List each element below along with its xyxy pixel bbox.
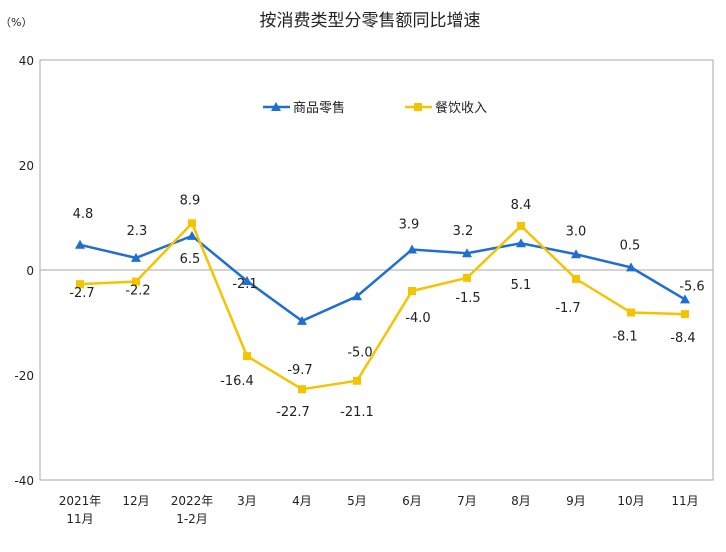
- data-point: [408, 287, 416, 295]
- legend-label: 餐饮收入: [435, 100, 487, 116]
- data-point: [680, 294, 690, 304]
- data-point: [297, 315, 307, 325]
- data-label: 5.1: [511, 278, 532, 293]
- chart-title: 按消费类型分零售额同比增速: [260, 11, 481, 31]
- x-tick-label: 8月: [511, 494, 531, 508]
- data-label: -9.7: [287, 363, 312, 378]
- data-point: [188, 219, 196, 228]
- x-tick-label: 9月: [566, 494, 586, 508]
- y-tick-label: 0: [26, 264, 34, 278]
- data-label: 3.2: [453, 224, 474, 239]
- series-line-0: [79, 234, 686, 323]
- x-tick-label: 10月: [617, 494, 644, 508]
- legend: 商品零售 餐饮收入: [263, 100, 487, 116]
- data-point: [75, 239, 85, 249]
- data-label: 6.5: [180, 252, 201, 267]
- data-point: [681, 310, 689, 319]
- data-point: [517, 221, 525, 230]
- data-point: [407, 244, 417, 254]
- data-label: -5.6: [679, 279, 704, 294]
- data-point: [242, 276, 252, 286]
- data-label: -2.2: [125, 284, 150, 299]
- data-label: -1.5: [455, 291, 480, 306]
- data-label: 0.5: [620, 238, 641, 253]
- data-point: [572, 274, 580, 283]
- legend-marker: [271, 102, 281, 111]
- x-tick-label: 12月: [122, 494, 149, 508]
- data-point: [131, 252, 141, 262]
- x-tick-label: 5月: [347, 494, 367, 508]
- data-label: -8.4: [670, 331, 695, 346]
- data-label: 8.4: [511, 198, 532, 213]
- data-point: [132, 277, 140, 286]
- data-point: [627, 308, 635, 317]
- data-point: [187, 230, 197, 240]
- data-label: 8.9: [180, 193, 201, 208]
- data-point: [516, 238, 526, 248]
- data-label: -16.4: [220, 374, 254, 389]
- data-point: [298, 385, 306, 394]
- legend-label: 商品零售: [293, 100, 345, 116]
- x-tick-label: 11月: [671, 494, 698, 508]
- data-label: -2.1: [232, 277, 257, 292]
- y-tick-label: 20: [19, 159, 34, 173]
- data-point: [353, 376, 361, 385]
- x-tick-label: 11月: [66, 512, 93, 526]
- y-axis-unit: （%）: [0, 16, 32, 29]
- data-point: [626, 262, 636, 272]
- data-label: -4.0: [405, 311, 430, 326]
- series-line-1: [79, 221, 686, 391]
- data-label: 2.3: [127, 224, 148, 239]
- data-label: 4.8: [73, 207, 94, 222]
- x-tick-label: 3月: [237, 494, 257, 508]
- x-tick-label: 2021年: [59, 494, 102, 508]
- data-label: -5.0: [347, 345, 372, 360]
- data-label: -2.7: [69, 286, 94, 301]
- data-point: [571, 249, 581, 259]
- data-label: -22.7: [276, 405, 310, 420]
- x-tick-label: 7月: [457, 494, 477, 508]
- data-label: -1.7: [555, 301, 580, 316]
- y-tick-label: -20: [14, 369, 34, 383]
- data-label: -21.1: [340, 405, 374, 420]
- data-label: 3.0: [566, 224, 587, 239]
- x-tick-label: 6月: [402, 494, 422, 508]
- data-label: -8.1: [612, 330, 637, 345]
- y-tick-label: 40: [19, 54, 34, 68]
- data-label: 3.9: [399, 218, 420, 233]
- y-tick-label: -40: [14, 474, 34, 488]
- x-tick-label: 2022年: [171, 494, 214, 508]
- data-point: [76, 280, 84, 289]
- data-point: [462, 248, 472, 258]
- data-point: [463, 273, 471, 282]
- data-point: [243, 352, 251, 361]
- x-tick-label: 4月: [292, 494, 312, 508]
- x-tick-label: 1-2月: [176, 512, 208, 526]
- data-point: [352, 291, 362, 301]
- legend-marker: [414, 103, 422, 111]
